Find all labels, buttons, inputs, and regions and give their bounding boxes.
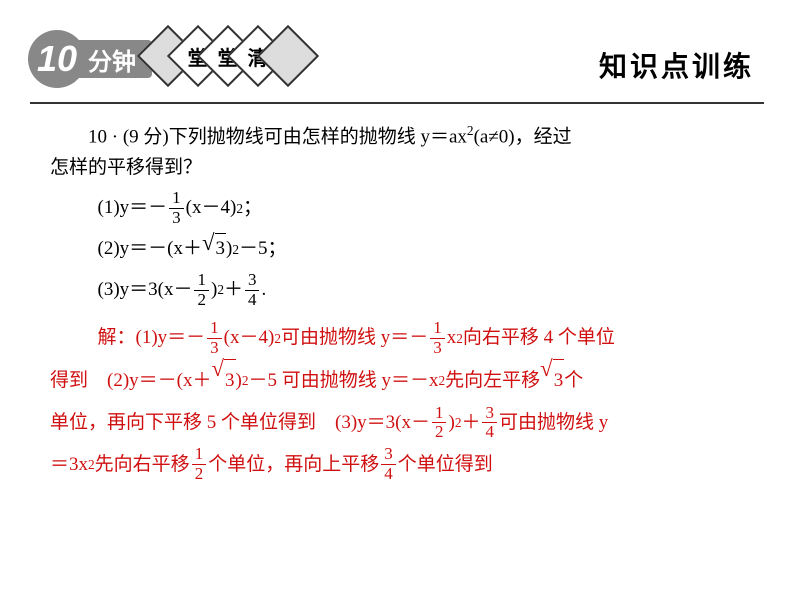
- answer-line-3: 单位，再向下平移 5 个单位得到 (3)y＝3(x－ 12 )2 ＋ 34 可由…: [50, 402, 754, 444]
- ans-l1-d: x: [447, 317, 457, 359]
- answer-line-4: ＝3x2 先向右平移 12 个单位，再向上平移 34 个单位得到: [50, 444, 754, 486]
- ans-l1-e: 向右平移 4 个单位: [463, 317, 615, 359]
- intro-text-b: (a≠0)，经过: [474, 126, 572, 147]
- ans-l2-d: 先向左平移: [445, 360, 540, 402]
- content-area: 10 · (9 分)下列抛物线可由怎样的抛物线 y＝ax2(a≠0)，经过 怎样…: [0, 110, 794, 495]
- fraction-icon: 12: [192, 445, 207, 483]
- sup-2: 2: [88, 450, 95, 479]
- sub2-tail-b: －5；: [239, 234, 287, 264]
- ans-l3-c: ＋: [461, 402, 480, 444]
- ans-l1-b: (x－4): [224, 317, 275, 359]
- sup-2: 2: [232, 239, 239, 260]
- sub3-label: (3)y＝3(x－: [98, 275, 193, 305]
- ans-l2-a: 得到 (2)y＝－(x＋: [50, 360, 211, 402]
- sqrt-arg: 3: [215, 233, 227, 264]
- sup-2: 2: [467, 123, 474, 138]
- ans-l4-a: ＝3x: [50, 444, 88, 486]
- sub-question-3: (3)y＝3(x－ 12 )2＋ 34 .: [98, 271, 755, 309]
- intro-text-c: 怎样的平移得到？: [50, 153, 754, 183]
- ans-l1-c: 可由抛物线 y＝－: [281, 317, 428, 359]
- frac-num: 1: [432, 404, 447, 424]
- sqrt-icon: √3: [540, 359, 564, 402]
- frac-den: 4: [381, 465, 396, 484]
- question-intro: 10 · (9 分)下列抛物线可由怎样的抛物线 y＝ax2(a≠0)，经过: [50, 120, 754, 153]
- frac-den: 4: [245, 291, 260, 310]
- diamond-decor: 堂 堂 清: [160, 34, 310, 78]
- frac-den: 2: [432, 423, 447, 442]
- frac-den: 4: [482, 423, 497, 442]
- ans-l4-b: 先向右平移: [95, 444, 190, 486]
- frac-den: 3: [430, 339, 445, 358]
- frac-num: 3: [482, 404, 497, 424]
- frac-den: 3: [207, 339, 222, 358]
- answer-line-1: 解： (1)y＝－ 13 (x－4)2 可由抛物线 y＝－ 13 x2 向右平移…: [50, 317, 754, 359]
- sub1-tail-b: ；: [243, 193, 262, 223]
- sub1-label: (1)y＝－: [98, 193, 168, 223]
- badge-number: 10: [28, 30, 86, 88]
- sub-question-1: (1)y＝－ 13 (x－4)2；: [98, 189, 755, 227]
- sup-2: 2: [439, 366, 446, 395]
- answer-prefix: 解：: [98, 317, 136, 359]
- frac-num: 1: [169, 189, 184, 209]
- ans-l1-a: (1)y＝－: [136, 317, 206, 359]
- sub3-plus: ＋: [224, 275, 243, 305]
- sqrt-arg: 3: [224, 359, 236, 402]
- fraction-icon: 34: [245, 271, 260, 309]
- frac-den: 3: [169, 209, 184, 228]
- sup-2: 2: [236, 198, 243, 219]
- ans-l3-a: 单位，再向下平移 5 个单位得到 (3)y＝3(x－: [50, 402, 430, 444]
- answer-line-2: 得到 (2)y＝－(x＋ √3 )2 －5 可由抛物线 y＝－x2 先向左平移 …: [50, 359, 754, 402]
- sqrt-icon: √3: [202, 233, 226, 264]
- answer-block: 解： (1)y＝－ 13 (x－4)2 可由抛物线 y＝－ 13 x2 向右平移…: [50, 317, 754, 485]
- fraction-icon: 12: [194, 271, 209, 309]
- section-title: 知识点训练: [599, 45, 754, 85]
- sup-2: 2: [242, 366, 249, 395]
- sup-2: 2: [274, 324, 281, 353]
- sub-question-2: (2)y＝－(x＋ √3 )2－5；: [98, 233, 755, 264]
- intro-text-a: 10 · (9 分)下列抛物线可由怎样的抛物线 y＝ax: [88, 126, 467, 147]
- sup-2: 2: [455, 408, 462, 437]
- fraction-icon: 12: [432, 404, 447, 442]
- ans-l4-c: 个单位，再向上平移: [208, 444, 379, 486]
- frac-num: 3: [381, 445, 396, 465]
- fraction-icon: 13: [207, 319, 222, 357]
- page-header: 10 分钟 堂 堂 清 知识点训练: [0, 20, 794, 110]
- ans-l2-c: －5 可由抛物线 y＝－x: [248, 360, 438, 402]
- frac-num: 1: [207, 319, 222, 339]
- fraction-icon: 13: [169, 189, 184, 227]
- ans-l3-d: 可由抛物线 y: [499, 402, 608, 444]
- sup-2: 2: [217, 279, 224, 300]
- frac-den: 2: [192, 465, 207, 484]
- sub2-label: (2)y＝－(x＋: [98, 234, 202, 264]
- header-rule: [30, 102, 764, 104]
- fraction-icon: 13: [430, 319, 445, 357]
- sub3-tail: .: [261, 275, 266, 305]
- sup-2: 2: [456, 324, 463, 353]
- frac-num: 1: [194, 271, 209, 291]
- frac-num: 1: [192, 445, 207, 465]
- time-badge: 10 分钟: [28, 30, 152, 88]
- sqrt-icon: √3: [211, 359, 235, 402]
- frac-num: 1: [430, 319, 445, 339]
- fraction-icon: 34: [381, 445, 396, 483]
- fraction-icon: 34: [482, 404, 497, 442]
- ans-l4-d: 个单位得到: [398, 444, 493, 486]
- sqrt-arg: 3: [553, 359, 565, 402]
- ans-l2-e: 个: [564, 360, 583, 402]
- frac-num: 3: [245, 271, 260, 291]
- sub1-tail-a: (x－4): [186, 193, 237, 223]
- frac-den: 2: [194, 291, 209, 310]
